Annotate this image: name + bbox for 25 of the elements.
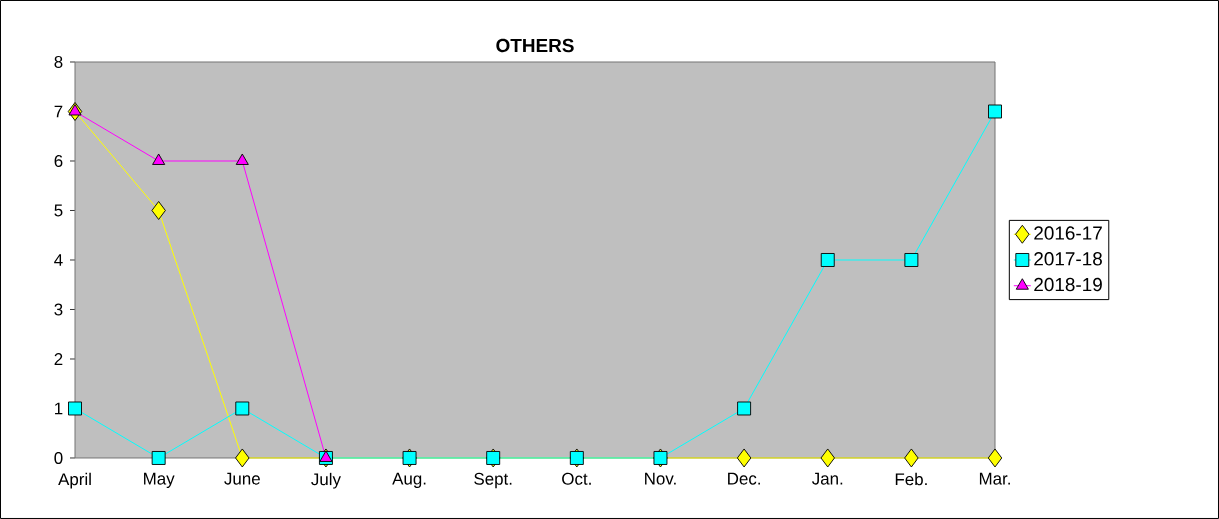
y-tick-label: 4	[54, 254, 63, 266]
x-tick-label: Mar.	[979, 472, 1010, 485]
y-tick-label: 7	[54, 105, 63, 118]
x-tick-label: July	[311, 472, 341, 489]
y-tick-label: 6	[54, 155, 63, 167]
y-tick-label: 8	[54, 56, 63, 68]
x-tick-label: Nov.	[645, 472, 676, 485]
x-tick-label: Sept.	[474, 472, 512, 489]
y-tick-label: 3	[54, 303, 63, 316]
legend-label: 2018-19	[1034, 277, 1102, 292]
x-tick-label: April	[58, 472, 91, 489]
x-tick-label: May	[144, 472, 175, 488]
x-tick-label: Dec.	[728, 472, 760, 485]
y-tick-label: 5	[54, 204, 63, 217]
chart-title: OTHERS	[496, 38, 574, 53]
y-tick-label: 1	[55, 402, 63, 415]
y-tick-label: 2	[54, 353, 63, 365]
x-tick-label: June	[224, 472, 260, 485]
x-tick-label: Aug.	[392, 472, 426, 488]
y-tick-label: 0	[54, 451, 63, 464]
legend-label: 2017-18	[1034, 252, 1102, 266]
x-tick-label: Feb.	[895, 472, 927, 486]
x-tick-label: Jan.	[812, 472, 843, 485]
x-tick-label: Oct.	[562, 472, 591, 485]
legend-label: 2016-17	[1034, 226, 1102, 240]
